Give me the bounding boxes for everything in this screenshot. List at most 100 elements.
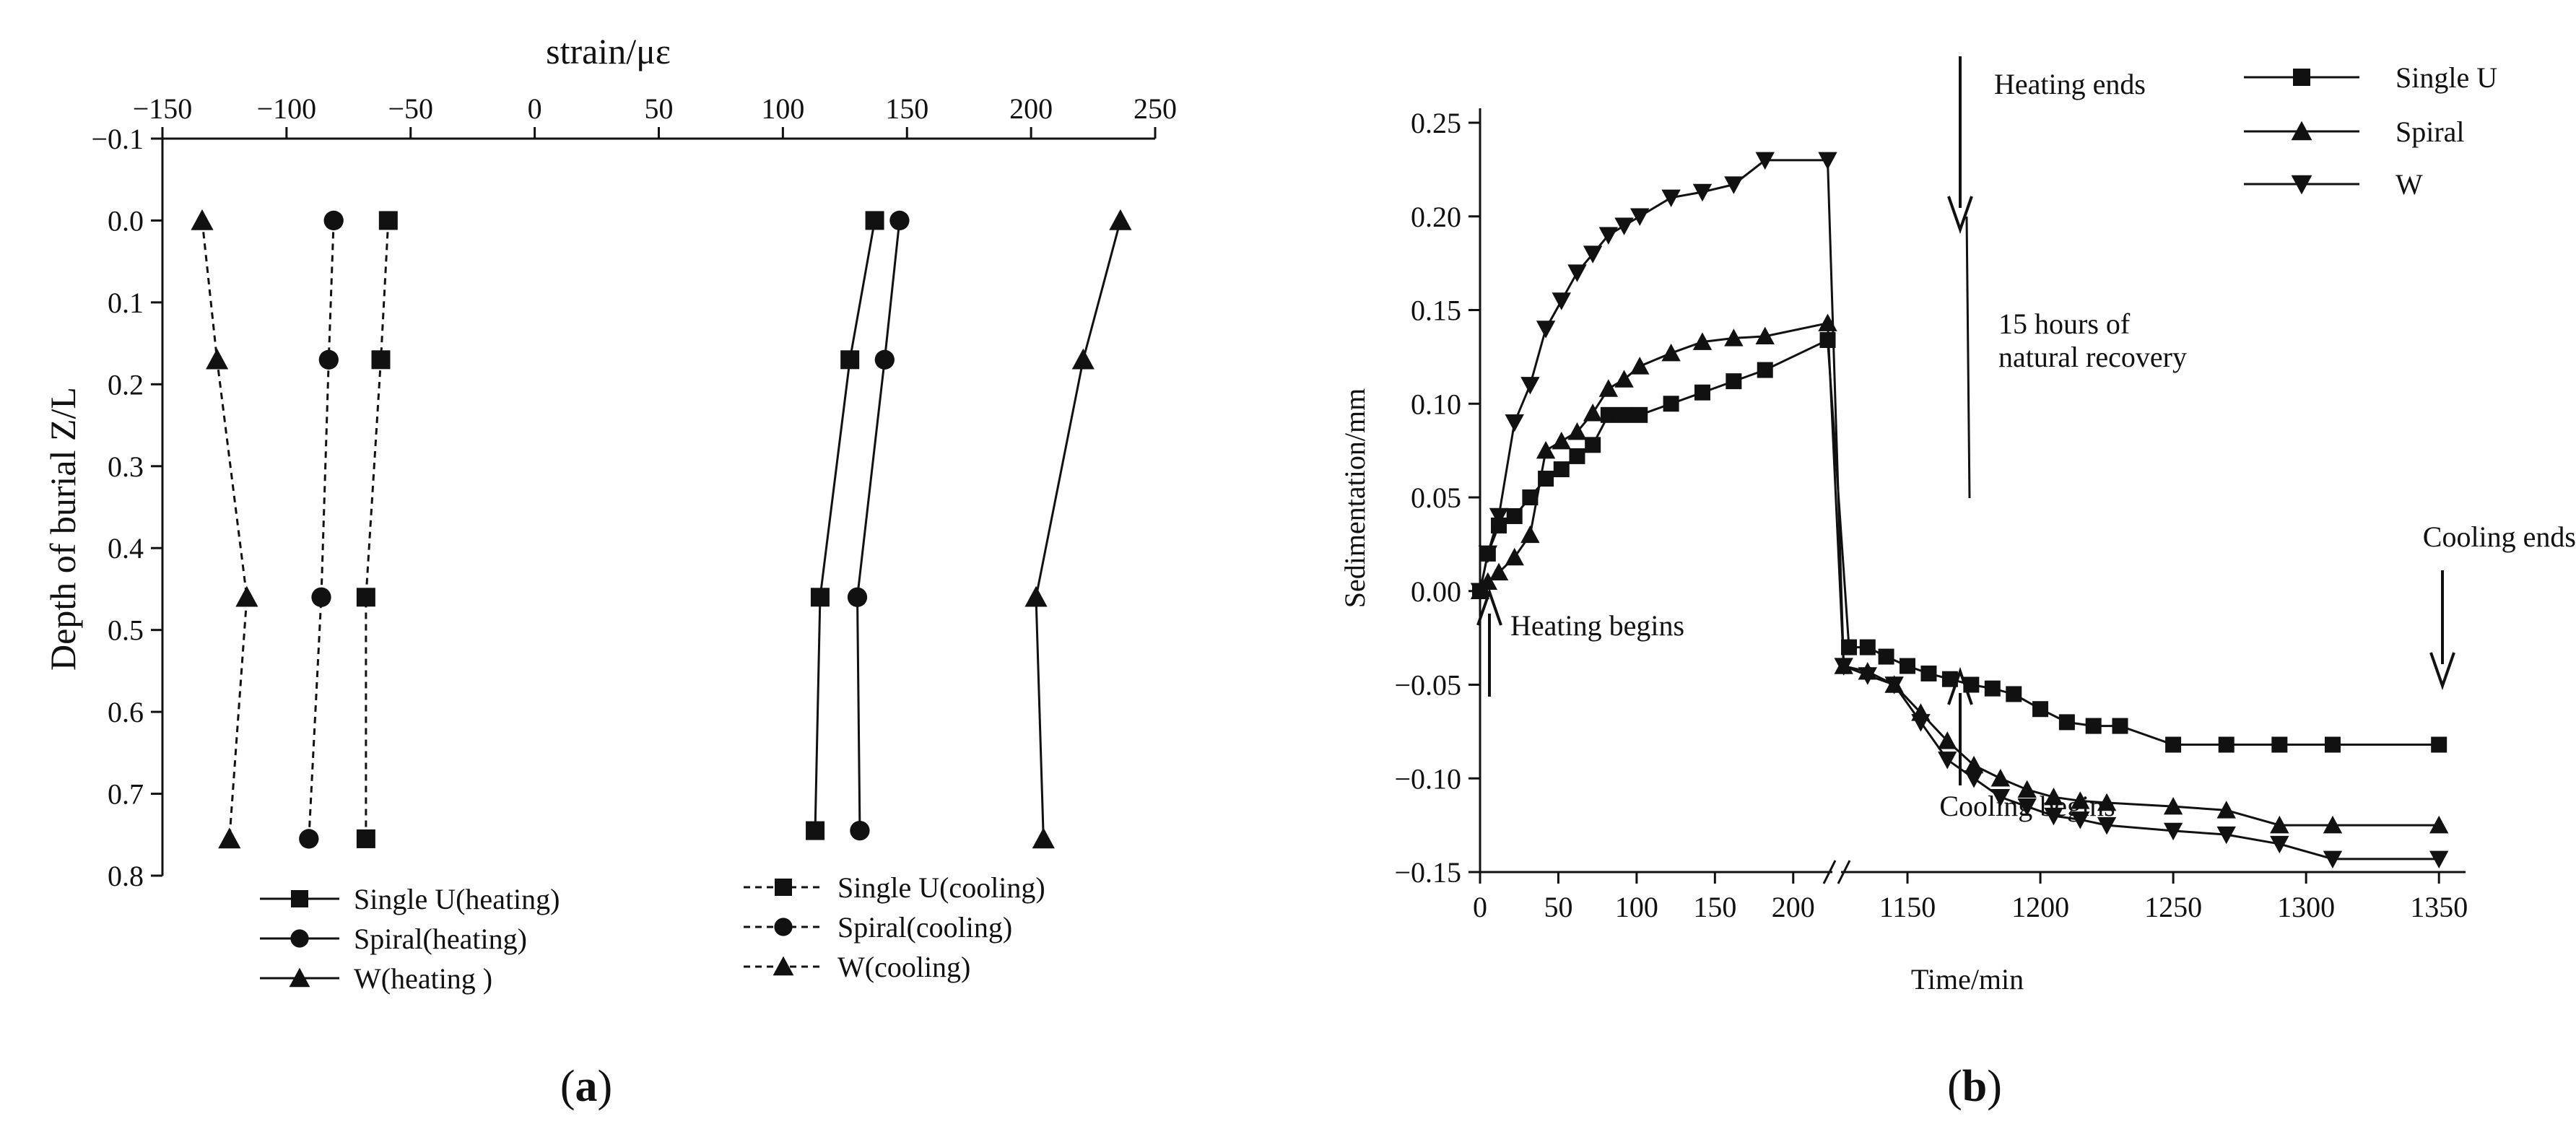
series-2-point (1536, 321, 1556, 339)
series-0-point (2032, 701, 2049, 718)
series-1-point (2017, 780, 2037, 798)
series-1-point (1724, 328, 1744, 347)
x-tick-label: 0 (528, 92, 542, 125)
series-0-point (2431, 736, 2447, 753)
panel-label-open: ( (560, 1062, 575, 1111)
series-2-point (1990, 788, 2011, 807)
panel-label-open: ( (1947, 1062, 1962, 1111)
series-2-point (1071, 348, 1095, 370)
series-1-point (2163, 796, 2183, 815)
series-2-point (1598, 227, 1619, 245)
x-tick-label: 50 (1544, 891, 1572, 923)
y-tick-label: 0.2 (108, 368, 144, 401)
y-tick-label: −0.05 (1394, 669, 1461, 702)
series-2-point (2323, 850, 2343, 869)
legend-label-0: Single U (2396, 61, 2497, 94)
series-4-point (299, 829, 319, 849)
axis-break-mark (1837, 860, 1851, 884)
panel-label-b: (b) (1947, 1062, 2002, 1111)
series-2-point (1964, 770, 1984, 788)
panel-label-a: (a) (560, 1062, 612, 1111)
series-0-point (1522, 489, 1539, 505)
series-2-point (1478, 545, 1498, 564)
x-tick-label: 250 (1133, 92, 1177, 125)
series-2-point (1755, 152, 1775, 170)
arrow-cooling-begins-head (1947, 666, 1973, 705)
series-2-point (1911, 714, 1931, 732)
x-axis-title: Time/min (1911, 963, 2024, 996)
x-tick-label: −150 (133, 92, 193, 125)
series-0-point (2085, 718, 2102, 734)
series-2-point (1724, 176, 1744, 194)
series-2-point (2163, 822, 2183, 841)
series-1-point (1552, 431, 1571, 450)
series-1-point (1567, 422, 1587, 440)
series-1-point (2216, 801, 2236, 819)
series-2-point (1630, 208, 1650, 226)
y-tick-label: 0.1 (108, 287, 144, 319)
arrow-cooling-ends-head (2429, 652, 2455, 691)
x-tick-label: 1200 (2011, 891, 2069, 923)
annotation-recovery-line1: 15 hours of (1998, 308, 2131, 340)
series-4-point (323, 210, 344, 231)
legend-label-4: Spiral(cooling) (837, 911, 1012, 944)
series-1-point (1964, 755, 1984, 774)
series-0-point (2324, 736, 2341, 753)
x-axis-title: strain/με (546, 31, 671, 71)
series-0-point (2112, 718, 2128, 734)
y-tick-label: 0.0 (108, 204, 144, 237)
legend-marker-1 (2291, 121, 2312, 141)
series-1-point (1661, 343, 1681, 362)
series-4-point (311, 587, 331, 607)
series-0-point (865, 211, 884, 230)
legend-marker-4 (774, 918, 793, 936)
series-2-point (1938, 751, 1957, 770)
series-0-point (1920, 665, 1937, 681)
y-axis-title: Depth of burial Z/L (43, 387, 83, 671)
series-1-point (889, 210, 910, 231)
legend-label-3: Single U(cooling) (837, 871, 1045, 904)
y-tick-label: 0.3 (108, 450, 144, 483)
x-tick-label: 50 (645, 92, 674, 125)
series-1-point (2429, 815, 2449, 834)
y-tick-label: −0.15 (1394, 856, 1461, 889)
series-5-point (218, 827, 241, 849)
series-0-point (1694, 384, 1710, 401)
series-line-5 (201, 220, 248, 840)
series-0-point (2271, 736, 2288, 753)
series-1-point (1938, 731, 1957, 749)
series-2-point (1834, 658, 1853, 676)
series-1-point (1630, 357, 1650, 375)
series-1-point (2071, 791, 2090, 809)
series-1-point (874, 349, 895, 370)
x-tick-label: 200 (1009, 92, 1053, 125)
series-0-point (810, 588, 830, 607)
series-1-point (1505, 547, 1524, 566)
series-0-point (2058, 714, 2075, 731)
series-2-point (2044, 807, 2063, 826)
arrow-heating-ends-head (1947, 196, 1973, 235)
series-3-point (356, 829, 375, 848)
series-0-point (1506, 507, 1523, 524)
series-2-point (1661, 189, 1681, 207)
recovery-drop-line (1965, 216, 1971, 499)
series-1-point (2097, 793, 2117, 811)
series-2-point (2216, 826, 2236, 845)
series-5-point (235, 585, 258, 607)
series-1-point (1990, 769, 2011, 787)
y-tick-label: 0.05 (1411, 482, 1461, 514)
series-0-point (2218, 736, 2235, 753)
series-2-point (1858, 667, 1878, 685)
x-tick-label: 0 (1473, 891, 1487, 923)
y-tick-label: 0.00 (1411, 575, 1461, 608)
y-tick-label: 0.15 (1411, 295, 1461, 327)
series-2-point (1489, 507, 1509, 526)
panel-label-letter: b (1962, 1062, 1987, 1111)
panel-label-close: ) (598, 1062, 613, 1111)
y-tick-label: 0.10 (1411, 388, 1461, 420)
x-tick-label: 100 (761, 92, 804, 125)
annotation-heating-begins: Heating begins (1510, 609, 1684, 642)
series-2-point (1109, 209, 1132, 230)
series-0-point (1757, 362, 1773, 378)
